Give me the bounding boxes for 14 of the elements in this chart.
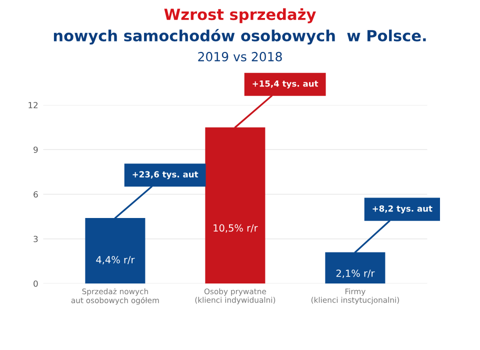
y-tick-label: 0 xyxy=(34,280,38,287)
y-tick-label: 12 xyxy=(28,102,38,108)
chart-subtitle: nowych samochodów osobowych w Polsce. xyxy=(54,28,426,45)
chart-title: Wzrost sprzedaży xyxy=(164,8,316,24)
annotation: +8,2 tys. aut xyxy=(372,205,432,214)
y-tick-label: 3 xyxy=(34,236,38,242)
data-label: 10,5% r/r xyxy=(214,224,258,233)
data-label: 4,4% r/r xyxy=(96,256,135,264)
text: 2019 vs 2018 xyxy=(198,52,282,62)
annotation: +23,6 tys. aut xyxy=(132,171,198,180)
data-label: 2,1% r/r xyxy=(336,270,375,278)
y-tick-label: 6 xyxy=(34,191,38,198)
annotation: +15,4 tys. aut xyxy=(252,80,318,88)
y-tick-label: 9 xyxy=(34,146,38,153)
